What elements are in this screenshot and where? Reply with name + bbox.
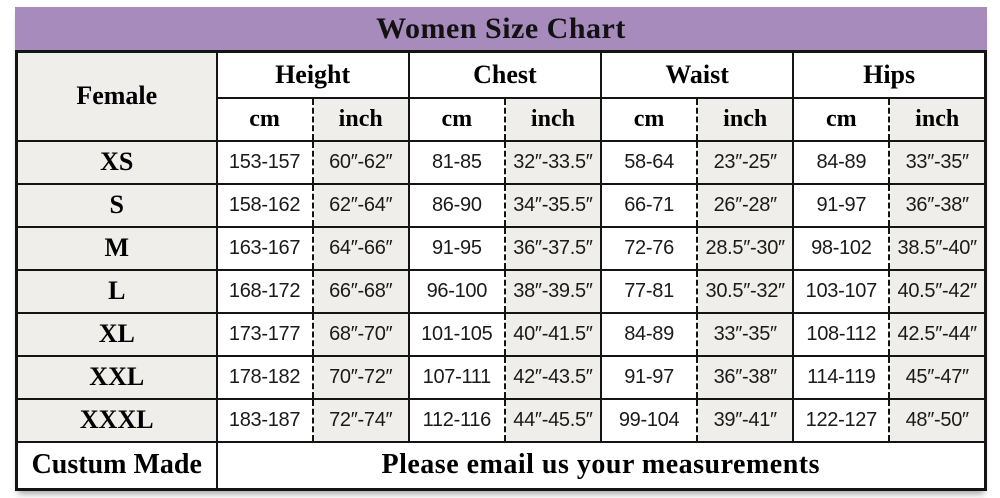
cm-value-cell: 173-177 <box>215 311 314 357</box>
size-row: L 168-172 66″-68″ 96-100 38″-39.5″ 77-81… <box>15 268 987 314</box>
cm-value-cell: 77-81 <box>599 268 699 314</box>
cm-value-cell: 158-162 <box>215 182 314 228</box>
group-header-hips: Hips <box>792 50 987 99</box>
corner-header-female: Female <box>15 50 218 142</box>
size-row: M 163-167 64″-66″ 91-95 36″-37.5″ 72-76 … <box>15 225 987 271</box>
inch-value-cell: 36″-38″ <box>888 182 987 228</box>
size-row: XS 153-157 60″-62″ 81-85 32″-33.5″ 58-64… <box>15 139 987 185</box>
cm-value-cell: 168-172 <box>215 268 314 314</box>
size-table: Female Height Chest Waist Hips cm inch c… <box>15 50 987 491</box>
cm-value-cell: 98-102 <box>792 225 891 271</box>
inch-value-cell: 23″-25″ <box>696 139 795 185</box>
cm-value-cell: 122-127 <box>792 397 891 443</box>
custom-made-row: Custum Made Please email us your measure… <box>15 440 987 491</box>
size-table-body: XS 153-157 60″-62″ 81-85 32″-33.5″ 58-64… <box>15 139 987 443</box>
inch-value-cell: 48″-50″ <box>888 397 987 443</box>
size-chart-container: Women Size Chart Female Height Chest Wai… <box>15 7 987 491</box>
inch-value-cell: 68″-70″ <box>311 311 410 357</box>
inch-value-cell: 64″-66″ <box>311 225 410 271</box>
cm-value-cell: 99-104 <box>599 397 699 443</box>
size-cell: XXXL <box>15 397 218 443</box>
cm-value-cell: 103-107 <box>792 268 891 314</box>
cm-value-cell: 91-97 <box>792 182 891 228</box>
cm-value-cell: 107-111 <box>407 354 506 400</box>
custom-made-label: Custum Made <box>15 440 218 491</box>
unit-header-row: cm inch cm inch cm inch cm inch <box>17 96 987 142</box>
inch-value-cell: 60″-62″ <box>311 139 410 185</box>
size-cell: L <box>15 268 218 314</box>
inch-value-cell: 66″-68″ <box>311 268 410 314</box>
cm-value-cell: 163-167 <box>215 225 314 271</box>
inch-value-cell: 26″-28″ <box>696 182 795 228</box>
unit-header-cm: cm <box>599 96 699 142</box>
inch-value-cell: 32″-33.5″ <box>503 139 603 185</box>
inch-value-cell: 40.5″-42″ <box>888 268 987 314</box>
unit-header-inch: inch <box>311 96 410 142</box>
cm-value-cell: 91-95 <box>407 225 506 271</box>
chart-title-bar: Women Size Chart <box>15 7 987 50</box>
inch-value-cell: 42″-43.5″ <box>503 354 603 400</box>
cm-value-cell: 108-112 <box>792 311 891 357</box>
unit-header-cm: cm <box>215 96 314 142</box>
inch-value-cell: 45″-47″ <box>888 354 987 400</box>
inch-value-cell: 36″-37.5″ <box>503 225 603 271</box>
inch-value-cell: 39″-41″ <box>696 397 795 443</box>
cm-value-cell: 84-89 <box>599 311 699 357</box>
size-cell: XS <box>15 139 218 185</box>
inch-value-cell: 36″-38″ <box>696 354 795 400</box>
size-cell: S <box>15 182 218 228</box>
size-row: XXL 178-182 70″-72″ 107-111 42″-43.5″ 91… <box>15 354 987 400</box>
cm-value-cell: 58-64 <box>599 139 699 185</box>
size-row: S 158-162 62″-64″ 86-90 34″-35.5″ 66-71 … <box>15 182 987 228</box>
unit-header-inch: inch <box>696 96 795 142</box>
unit-header-inch: inch <box>503 96 603 142</box>
inch-value-cell: 38″-39.5″ <box>503 268 603 314</box>
group-header-chest: Chest <box>407 50 603 99</box>
cm-value-cell: 91-97 <box>599 354 699 400</box>
cm-value-cell: 66-71 <box>599 182 699 228</box>
cm-value-cell: 84-89 <box>792 139 891 185</box>
inch-value-cell: 40″-41.5″ <box>503 311 603 357</box>
unit-header-cm: cm <box>792 96 891 142</box>
cm-value-cell: 96-100 <box>407 268 506 314</box>
cm-value-cell: 183-187 <box>215 397 314 443</box>
unit-header-inch: inch <box>888 96 987 142</box>
inch-value-cell: 70″-72″ <box>311 354 410 400</box>
inch-value-cell: 44″-45.5″ <box>503 397 603 443</box>
inch-value-cell: 72″-74″ <box>311 397 410 443</box>
inch-value-cell: 28.5″-30″ <box>696 225 795 271</box>
cm-value-cell: 114-119 <box>792 354 891 400</box>
unit-header-cm: cm <box>407 96 506 142</box>
inch-value-cell: 62″-64″ <box>311 182 410 228</box>
group-header-waist: Waist <box>599 50 795 99</box>
inch-value-cell: 38.5″-40″ <box>888 225 987 271</box>
inch-value-cell: 34″-35.5″ <box>503 182 603 228</box>
inch-value-cell: 30.5″-32″ <box>696 268 795 314</box>
cm-value-cell: 72-76 <box>599 225 699 271</box>
cm-value-cell: 112-116 <box>407 397 506 443</box>
email-measurements-message: Please email us your measurements <box>215 440 987 491</box>
size-cell: XL <box>15 311 218 357</box>
cm-value-cell: 178-182 <box>215 354 314 400</box>
cm-value-cell: 86-90 <box>407 182 506 228</box>
inch-value-cell: 42.5″-44″ <box>888 311 987 357</box>
group-header-row: Female Height Chest Waist Hips <box>15 50 987 142</box>
size-cell: XXL <box>15 354 218 400</box>
size-row: XL 173-177 68″-70″ 101-105 40″-41.5″ 84-… <box>15 311 987 357</box>
cm-value-cell: 81-85 <box>407 139 506 185</box>
group-header-height: Height <box>215 50 410 99</box>
inch-value-cell: 33″-35″ <box>696 311 795 357</box>
chart-title: Women Size Chart <box>376 11 626 45</box>
cm-value-cell: 101-105 <box>407 311 506 357</box>
size-cell: M <box>15 225 218 271</box>
inch-value-cell: 33″-35″ <box>888 139 987 185</box>
size-row: XXXL 183-187 72″-74″ 112-116 44″-45.5″ 9… <box>15 397 987 443</box>
cm-value-cell: 153-157 <box>215 139 314 185</box>
